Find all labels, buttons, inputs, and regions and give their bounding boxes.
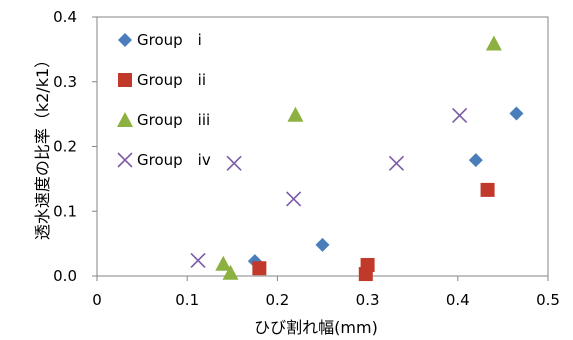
data-point-diamond [468,153,483,168]
x-tick-label: 0.1 [175,291,199,309]
x-tick-label: 0.2 [265,291,289,309]
data-point-triangle [485,35,502,51]
x-tick-label: 0 [92,291,102,309]
data-point-triangle [222,264,239,280]
data-point-triangle [287,106,304,122]
data-point-square [480,182,495,197]
x-tick-label: 0.4 [446,291,470,309]
legend-label: Group i [137,31,202,49]
y-tick-label: 0.3 [53,73,77,91]
x-axis-label: ひび割れ幅(mm) [254,318,378,337]
series-3 [215,35,502,280]
legend-item: Group i [118,31,202,49]
y-tick-label: 0.4 [53,8,77,26]
legend-marker-diamond [118,33,132,47]
data-point-cross [190,252,206,269]
x-tick-label: 0.5 [536,291,560,309]
data-point-square [360,257,375,272]
y-tick-label: 0.2 [53,138,77,156]
data-point-square [252,261,267,276]
y-axis-label: 透水速度の比率（k2/k1） [33,52,52,240]
data-point-cross [388,155,405,171]
data-point-diamond [315,237,330,252]
legend: Group i Group ii Group iii Group iv [117,31,211,169]
series-4 [190,107,468,269]
legend-item: Group iv [117,151,211,169]
data-point-cross [452,107,468,123]
legend-marker-square [118,73,132,87]
data-point-diamond [509,106,524,121]
legend-marker-cross [117,152,133,168]
x-tick-label: 0.3 [356,291,380,309]
legend-item: Group iii [117,111,210,129]
series-2 [252,182,495,282]
legend-label: Group iii [137,111,210,129]
data-point-cross [286,191,302,207]
legend-label: Group iv [137,151,211,169]
data-point-triangle [215,255,232,271]
y-tick-label: 0.1 [53,202,77,220]
legend-item: Group ii [118,71,206,89]
legend-marker-triangle [117,112,133,127]
legend-label: Group ii [137,71,206,89]
y-tick-label: 0.0 [53,267,77,285]
plot-area-border [96,16,549,277]
data-point-cross [226,155,242,171]
